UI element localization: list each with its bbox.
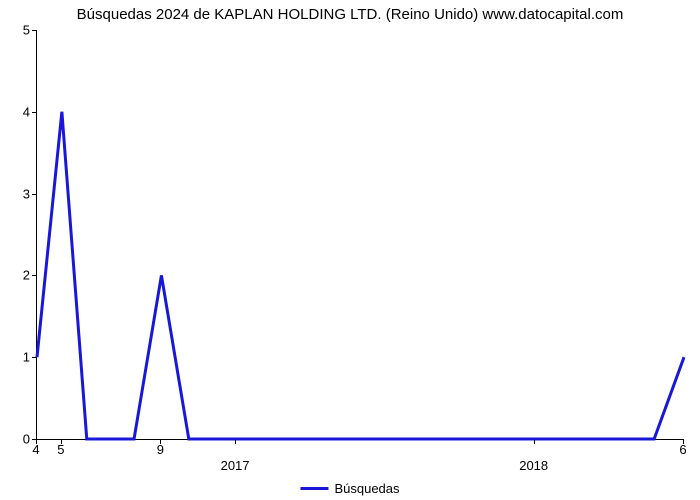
x-tick-label: 9 xyxy=(157,442,164,457)
y-tick-mark xyxy=(32,275,36,276)
y-tick-label: 3 xyxy=(10,186,30,201)
line-series xyxy=(37,30,684,439)
legend-label: Búsquedas xyxy=(334,481,399,496)
y-tick-label: 5 xyxy=(10,23,30,38)
y-tick-label: 4 xyxy=(10,104,30,119)
y-tick-mark xyxy=(32,357,36,358)
y-tick-mark xyxy=(32,112,36,113)
x-tick-label: 5 xyxy=(57,442,64,457)
x-tick-label-year: 2017 xyxy=(221,458,250,473)
x-tick-mark xyxy=(534,440,535,444)
y-tick-mark xyxy=(32,30,36,31)
y-tick-mark xyxy=(32,194,36,195)
x-tick-label: 4 xyxy=(32,442,39,457)
x-tick-label-year: 2018 xyxy=(519,458,548,473)
y-tick-label: 0 xyxy=(10,432,30,447)
y-tick-label: 1 xyxy=(10,350,30,365)
legend-swatch xyxy=(300,487,328,490)
chart-title: Búsquedas 2024 de KAPLAN HOLDING LTD. (R… xyxy=(0,6,700,23)
plot-area xyxy=(36,30,684,440)
legend: Búsquedas xyxy=(300,481,399,496)
x-tick-mark xyxy=(235,440,236,444)
x-tick-label: 6 xyxy=(679,442,686,457)
y-tick-label: 2 xyxy=(10,268,30,283)
line-chart: Búsquedas 2024 de KAPLAN HOLDING LTD. (R… xyxy=(0,0,700,500)
